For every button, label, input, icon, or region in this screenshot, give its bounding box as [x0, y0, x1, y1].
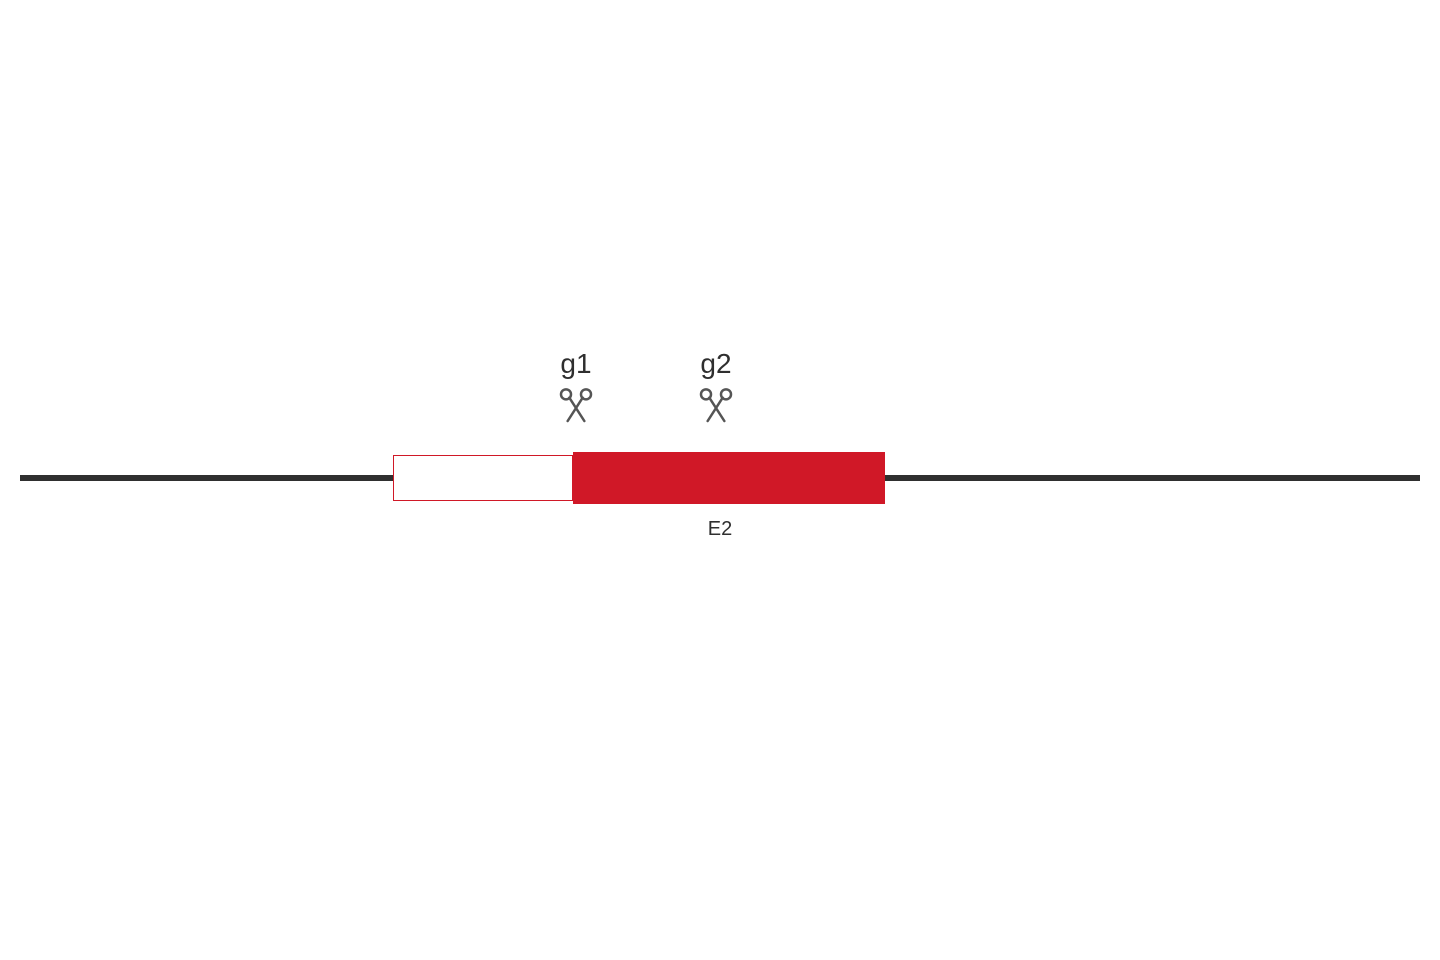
- guide-label-g1: g1: [560, 348, 591, 380]
- exon-box: [573, 452, 885, 504]
- utr-box: [393, 455, 573, 501]
- scissors-icon: [696, 386, 736, 426]
- scissors-icon: [556, 386, 596, 426]
- gene-diagram: E2 g1 g2: [0, 0, 1440, 960]
- exon-label: E2: [708, 518, 732, 541]
- guide-label-g2: g2: [700, 348, 731, 380]
